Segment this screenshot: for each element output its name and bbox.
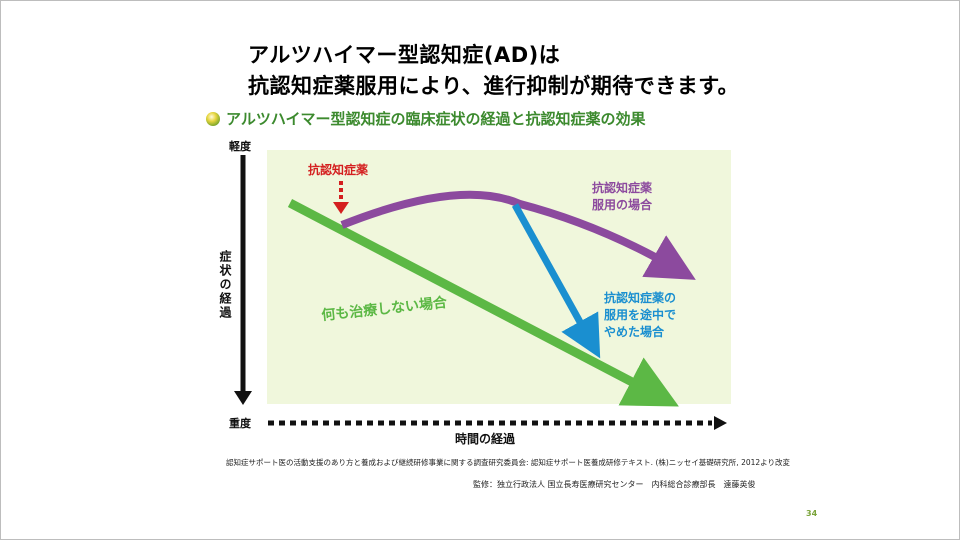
y-axis-arrowhead xyxy=(234,391,252,405)
no-treatment-line xyxy=(287,199,679,407)
taking-drug-label-line-1: 抗認知症薬 xyxy=(592,180,652,195)
page-number: 34 xyxy=(806,509,818,518)
stopped-drug-label-line-2: 服用を途中で xyxy=(604,307,676,322)
x-axis-arrowhead xyxy=(714,416,727,430)
drug-start-label: 抗認知症薬 xyxy=(308,162,368,177)
stopped-drug-line xyxy=(511,203,601,359)
diagram-background xyxy=(267,150,731,404)
taking-drug-curve xyxy=(340,190,696,280)
slide-title: アルツハイマー型認知症(AD)は 抗認知症薬服用により、進行抑制が期待できます。 xyxy=(248,40,739,102)
bullet-icon xyxy=(206,111,220,126)
stopped-drug-label-line-3: やめた場合 xyxy=(604,324,665,339)
title-line-1: アルツハイマー型認知症(AD)は xyxy=(248,43,561,67)
y-axis-top-label: 軽度 xyxy=(229,139,252,153)
title-line-2: 抗認知症薬服用により、進行抑制が期待できます。 xyxy=(248,74,740,98)
subtitle-row: アルツハイマー型認知症の臨床症状の経過と抗認知症薬の効果 xyxy=(206,108,646,129)
y-axis-title: 症状の経過 xyxy=(218,249,232,320)
taking-drug-label-line-2: 服用の場合 xyxy=(592,197,653,212)
stopped-drug-label-line-1: 抗認知症薬の xyxy=(604,290,676,305)
x-axis-title: 時間の経過 xyxy=(455,431,516,446)
taking-drug-label: 抗認知症薬 服用の場合 xyxy=(592,180,656,212)
supervision-credit: 監修：独立行政法人 国立長寿医療研究センター 内科総合診療部長 遠藤英俊 xyxy=(473,480,756,489)
drug-start-arrowhead xyxy=(333,202,349,214)
stopped-drug-label: 抗認知症薬の 服用を途中で やめた場合 xyxy=(604,290,680,339)
y-axis-bottom-label: 重度 xyxy=(229,416,252,430)
source-note: 認知症サポート医の活動支援のあり方と養成および継続研修事業に関する調査研究委員会… xyxy=(226,458,791,467)
diagram-subtitle: アルツハイマー型認知症の臨床症状の経過と抗認知症薬の効果 xyxy=(226,110,646,128)
